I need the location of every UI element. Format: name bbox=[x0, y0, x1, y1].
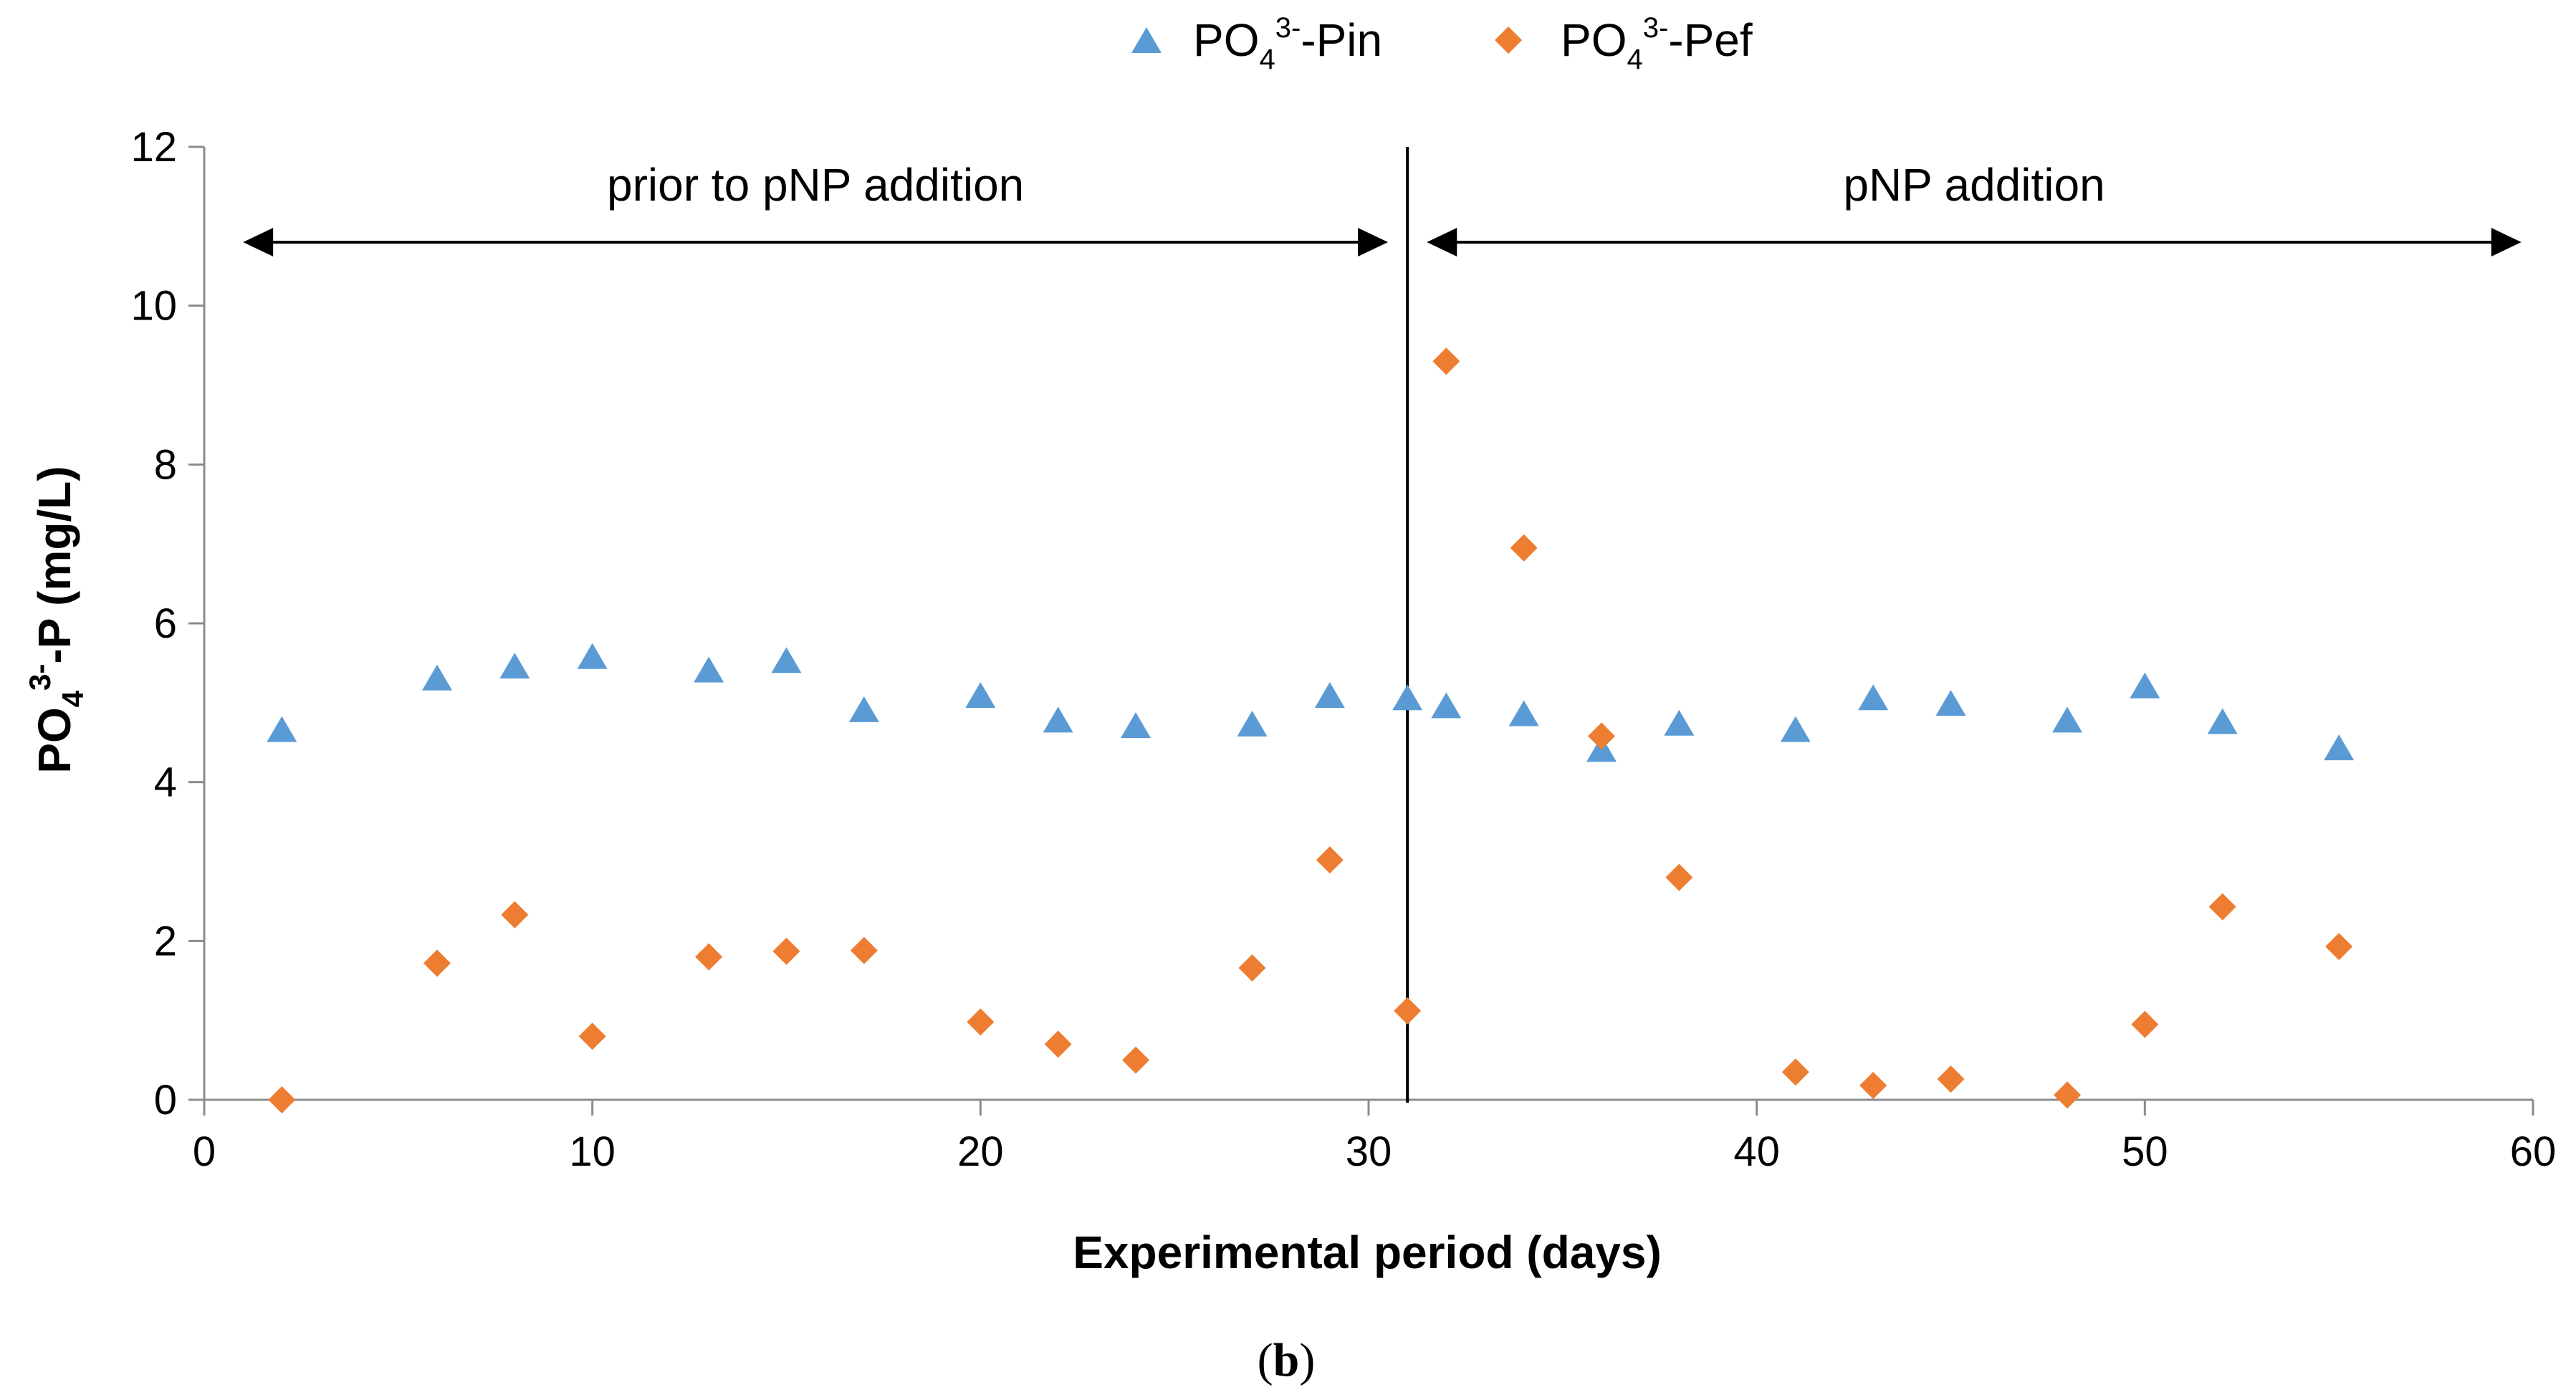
data-point-pin bbox=[1314, 681, 1345, 708]
y-ticks: 0 2 4 6 8 10 12 bbox=[130, 124, 204, 1123]
y-tick-label: 0 bbox=[154, 1077, 177, 1123]
phase-pnp-arrowhead-right bbox=[2491, 228, 2522, 256]
x-tick-label: 40 bbox=[1733, 1128, 1780, 1175]
data-point-pef bbox=[1238, 954, 1266, 982]
phase-prior-label: prior to pNP addition bbox=[607, 159, 1024, 211]
legend-marker-pin bbox=[1131, 27, 1162, 53]
x-tick-label: 0 bbox=[193, 1128, 216, 1175]
legend: PO43--Pin PO43--Pef bbox=[1131, 12, 1753, 75]
legend-item-pin: PO43--Pin bbox=[1131, 12, 1382, 75]
data-point-pin bbox=[2324, 734, 2355, 761]
data-point-pef bbox=[501, 901, 529, 929]
data-point-pin bbox=[694, 656, 724, 683]
data-point-pef bbox=[967, 1008, 995, 1036]
data-point-pin bbox=[2207, 708, 2238, 734]
data-point-pef bbox=[772, 937, 800, 965]
data-point-pef bbox=[1937, 1065, 1965, 1093]
y-axis-title: PO43--P (mg/L) bbox=[23, 466, 90, 773]
y-tick-label: 6 bbox=[154, 600, 177, 647]
data-point-pin bbox=[1121, 712, 1151, 739]
phase-pnp: pNP addition bbox=[1427, 159, 2522, 256]
data-point-pin bbox=[1237, 710, 1268, 737]
legend-marker-pef bbox=[1495, 27, 1522, 54]
phase-prior: prior to pNP addition bbox=[243, 159, 1389, 256]
data-point-pef bbox=[268, 1086, 296, 1113]
data-point-pin bbox=[1780, 716, 1811, 742]
data-point-pef bbox=[1044, 1030, 1072, 1058]
data-point-pef bbox=[1859, 1072, 1887, 1100]
series-pef bbox=[268, 347, 2353, 1113]
data-point-pin bbox=[2052, 706, 2082, 733]
x-tick-label: 30 bbox=[1346, 1128, 1392, 1175]
y-tick-label: 8 bbox=[154, 441, 177, 488]
data-point-pin bbox=[499, 652, 530, 679]
data-point-pin bbox=[1664, 709, 1695, 736]
data-point-pef bbox=[1510, 534, 1538, 562]
data-point-pef bbox=[578, 1022, 606, 1050]
data-point-pef bbox=[1122, 1046, 1149, 1074]
data-point-pef bbox=[1781, 1058, 1809, 1086]
x-tick-label: 20 bbox=[957, 1128, 1004, 1175]
data-point-pef bbox=[2054, 1081, 2081, 1109]
data-point-pin bbox=[771, 647, 802, 673]
phase-prior-arrowhead-right bbox=[1358, 228, 1389, 256]
data-point-pin bbox=[1858, 684, 1889, 711]
axes: 0 2 4 6 8 10 12 0 10 20 30 40 50 60 bbox=[130, 124, 2556, 1175]
data-point-pef bbox=[423, 949, 451, 977]
legend-label-pef: PO43--Pef bbox=[1561, 12, 1753, 75]
data-point-pin bbox=[577, 643, 608, 669]
panel-label: (b) bbox=[1258, 1334, 1316, 1386]
data-point-pin bbox=[2130, 672, 2160, 699]
phase-pnp-label: pNP addition bbox=[1843, 159, 2105, 211]
data-point-pef bbox=[1316, 846, 1344, 874]
data-point-pin bbox=[848, 696, 879, 722]
data-point-pef bbox=[2208, 893, 2236, 921]
data-point-pin bbox=[267, 716, 297, 742]
y-tick-label: 2 bbox=[154, 918, 177, 964]
series-pin bbox=[267, 643, 2355, 762]
data-point-pin bbox=[1392, 684, 1423, 711]
data-point-pef bbox=[2325, 933, 2353, 961]
y-tick-label: 4 bbox=[154, 759, 177, 806]
x-tick-label: 10 bbox=[569, 1128, 616, 1175]
data-point-pef bbox=[1588, 722, 1615, 750]
y-tick-label: 12 bbox=[130, 124, 177, 171]
legend-item-pef: PO43--Pef bbox=[1495, 12, 1753, 75]
legend-label-pin: PO43--Pin bbox=[1193, 12, 1382, 75]
y-tick-label: 10 bbox=[130, 283, 177, 330]
data-point-pef bbox=[695, 943, 723, 971]
x-tick-label: 50 bbox=[2122, 1128, 2168, 1175]
data-point-pin bbox=[1935, 690, 1966, 716]
x-ticks: 0 10 20 30 40 50 60 bbox=[193, 1100, 2556, 1175]
data-point-pin bbox=[1431, 692, 1462, 719]
x-axis-title: Experimental period (days) bbox=[1073, 1227, 1662, 1278]
phase-prior-arrowhead-left bbox=[243, 228, 274, 256]
data-point-pef bbox=[2131, 1010, 2159, 1038]
phase-pnp-arrowhead-left bbox=[1427, 228, 1457, 256]
data-point-pin bbox=[1508, 700, 1539, 727]
data-point-pin bbox=[1043, 706, 1073, 733]
data-point-pin bbox=[422, 664, 452, 691]
x-tick-label: 60 bbox=[2510, 1128, 2557, 1175]
data-point-pef bbox=[1394, 997, 1422, 1025]
data-point-pef bbox=[1665, 863, 1693, 891]
annotations: prior to pNP addition pNP addition bbox=[243, 147, 2522, 1103]
data-point-pef bbox=[850, 936, 878, 964]
data-point-pin bbox=[965, 681, 996, 708]
data-point-pef bbox=[1432, 347, 1460, 375]
